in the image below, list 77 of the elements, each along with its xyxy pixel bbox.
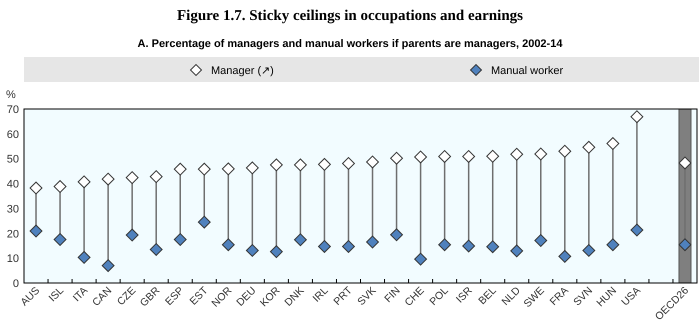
point: [390, 152, 403, 165]
point: [222, 162, 235, 176]
y-tick-label: 50: [6, 154, 19, 166]
x-tick-label: FIN: [382, 284, 403, 306]
chart-title: Figure 1.7. Sticky ceilings in occupations and earnings: [176, 8, 524, 24]
point: [198, 162, 211, 176]
point: [678, 156, 692, 170]
x-tick-label: POL: [427, 284, 451, 308]
point: [270, 245, 283, 258]
x-tick-label: BEL: [476, 284, 499, 308]
point: [606, 137, 620, 150]
x-tick-label: FRA: [548, 284, 571, 308]
y-tick-label: 60: [6, 128, 19, 141]
y-tick-label: 70: [6, 104, 19, 116]
point: [510, 148, 524, 161]
point: [414, 252, 428, 266]
point: [30, 224, 42, 238]
point: [150, 170, 163, 184]
point: [198, 216, 211, 229]
point: [222, 238, 235, 252]
point: [462, 150, 476, 163]
point: [102, 172, 115, 186]
legend-label: Manual worker: [491, 65, 564, 77]
y-tick-label: 20: [6, 228, 19, 240]
point: [342, 240, 355, 253]
legend-label: Manager (↗): [211, 65, 274, 77]
point: [54, 180, 66, 193]
x-tick-label: USA: [619, 284, 644, 308]
y-tick-label: 40: [6, 178, 19, 191]
point: [486, 240, 500, 254]
y-tick-label: 0: [12, 278, 19, 290]
point: [294, 158, 307, 172]
point: [78, 250, 91, 264]
point: [174, 233, 187, 246]
point: [534, 148, 548, 160]
point: [318, 240, 331, 253]
point: [582, 140, 596, 154]
point: [30, 182, 42, 194]
x-tick-label: ISR: [454, 284, 476, 306]
point: [630, 110, 644, 124]
y-axis-title: %: [6, 89, 16, 101]
y-tick-label: 10: [6, 253, 19, 266]
x-tick-label: ISL: [46, 284, 66, 304]
point: [414, 150, 428, 164]
point: [558, 144, 572, 158]
point: [54, 233, 66, 246]
y-tick-label: 30: [6, 203, 19, 216]
x-tick-label: ITA: [70, 284, 90, 304]
point: [246, 161, 259, 174]
point: [486, 150, 500, 163]
point: [366, 156, 379, 168]
point: [102, 259, 115, 272]
point: [678, 238, 692, 252]
point: [246, 244, 259, 257]
point: [390, 228, 403, 242]
point: [462, 240, 476, 252]
point: [342, 157, 355, 170]
point: [150, 243, 163, 256]
point: [318, 158, 331, 171]
point: [510, 244, 524, 258]
point: [558, 250, 572, 263]
point: [438, 238, 452, 252]
chart-subtitle: A. Percentage of managers and manual workers if parents are managers, 2002-14: [138, 38, 564, 50]
point: [126, 171, 139, 184]
point: [270, 158, 283, 172]
point: [534, 234, 548, 247]
point: [582, 244, 596, 257]
point: [174, 162, 187, 176]
point: [630, 224, 644, 236]
point: [78, 175, 91, 188]
point: [606, 238, 620, 252]
point: [294, 233, 307, 246]
x-tick-label: IRL: [310, 284, 331, 305]
point: [366, 236, 379, 248]
point: [126, 228, 139, 242]
x-tick-label: NLD: [500, 284, 524, 308]
point: [438, 150, 452, 163]
